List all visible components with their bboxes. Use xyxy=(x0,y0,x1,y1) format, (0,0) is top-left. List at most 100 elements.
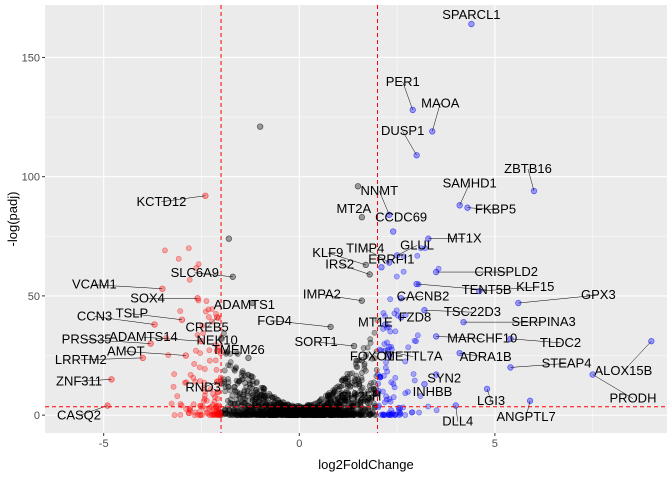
background-point xyxy=(338,377,345,384)
data-point xyxy=(413,152,420,159)
background-point xyxy=(345,407,352,414)
background-point xyxy=(336,409,343,416)
background-point xyxy=(330,409,336,416)
background-point xyxy=(329,410,336,417)
background-point xyxy=(371,379,377,386)
background-point xyxy=(349,410,356,417)
background-point xyxy=(385,411,392,418)
background-point xyxy=(250,392,256,398)
background-point xyxy=(358,405,364,412)
background-point xyxy=(279,411,285,418)
gene-label: RND3 xyxy=(185,380,220,395)
background-point xyxy=(306,412,313,418)
background-point xyxy=(318,409,325,416)
background-point xyxy=(328,412,334,418)
background-point xyxy=(291,409,298,416)
background-point xyxy=(314,400,321,406)
background-point xyxy=(341,410,348,416)
background-point xyxy=(392,374,399,381)
background-point xyxy=(365,388,371,395)
background-point xyxy=(286,412,293,418)
background-point xyxy=(215,407,222,414)
background-point xyxy=(359,384,366,391)
background-point xyxy=(299,407,306,414)
background-point xyxy=(214,395,221,402)
background-point xyxy=(290,411,297,418)
background-point xyxy=(244,410,250,417)
background-point xyxy=(256,395,263,402)
background-point xyxy=(194,332,201,338)
background-point xyxy=(344,370,351,377)
background-point xyxy=(266,412,273,419)
background-point xyxy=(278,411,285,418)
background-point xyxy=(185,410,192,416)
background-point xyxy=(244,387,251,394)
background-point xyxy=(214,389,221,396)
background-point xyxy=(318,410,325,417)
background-point xyxy=(392,412,399,419)
background-point xyxy=(307,407,313,414)
background-point xyxy=(334,399,340,406)
background-point xyxy=(299,404,306,411)
background-point xyxy=(272,395,279,402)
background-point xyxy=(328,405,334,412)
background-point xyxy=(284,406,291,413)
background-point xyxy=(264,406,270,412)
background-point xyxy=(227,399,234,406)
background-point xyxy=(171,371,178,378)
background-point xyxy=(350,399,356,406)
background-point xyxy=(320,412,327,419)
background-point xyxy=(328,412,335,418)
background-point xyxy=(351,375,358,382)
background-point xyxy=(397,410,404,416)
background-point xyxy=(242,395,248,402)
background-point xyxy=(215,412,222,418)
background-point xyxy=(233,349,240,356)
background-point xyxy=(252,411,259,418)
background-point xyxy=(320,411,327,418)
background-point xyxy=(222,388,229,395)
background-point xyxy=(229,392,236,399)
background-point xyxy=(211,398,218,405)
background-point xyxy=(279,409,286,416)
background-point xyxy=(326,391,333,398)
background-point xyxy=(192,409,199,416)
background-point xyxy=(248,390,255,396)
background-point xyxy=(311,405,318,412)
background-point xyxy=(307,411,314,418)
background-point xyxy=(346,411,353,418)
background-point xyxy=(243,402,250,409)
background-point xyxy=(287,412,294,419)
background-point xyxy=(295,409,302,416)
background-point xyxy=(335,409,342,416)
background-point xyxy=(253,380,260,386)
background-point xyxy=(215,412,222,419)
point-cloud xyxy=(162,245,442,419)
background-point xyxy=(269,394,276,401)
gene-label: IMPA2 xyxy=(303,287,341,302)
background-point xyxy=(291,412,298,418)
background-point xyxy=(312,412,319,418)
background-point xyxy=(356,411,363,417)
background-point xyxy=(212,357,219,364)
background-point xyxy=(260,392,267,399)
background-point xyxy=(372,390,379,396)
background-point xyxy=(187,407,193,414)
background-point xyxy=(265,411,272,418)
background-point xyxy=(320,411,327,418)
gene-label: FGD4 xyxy=(257,313,292,328)
background-point xyxy=(384,339,390,346)
background-point xyxy=(264,410,271,417)
background-point xyxy=(338,389,345,396)
gene-label: AMOT xyxy=(107,344,145,359)
background-point xyxy=(325,408,331,415)
background-point xyxy=(269,394,275,401)
background-point xyxy=(273,408,280,415)
background-point xyxy=(264,393,271,399)
background-point xyxy=(322,400,329,407)
gene-label: FZD8 xyxy=(399,309,432,324)
background-point xyxy=(402,358,409,365)
background-point xyxy=(272,399,279,405)
background-point xyxy=(338,383,345,390)
